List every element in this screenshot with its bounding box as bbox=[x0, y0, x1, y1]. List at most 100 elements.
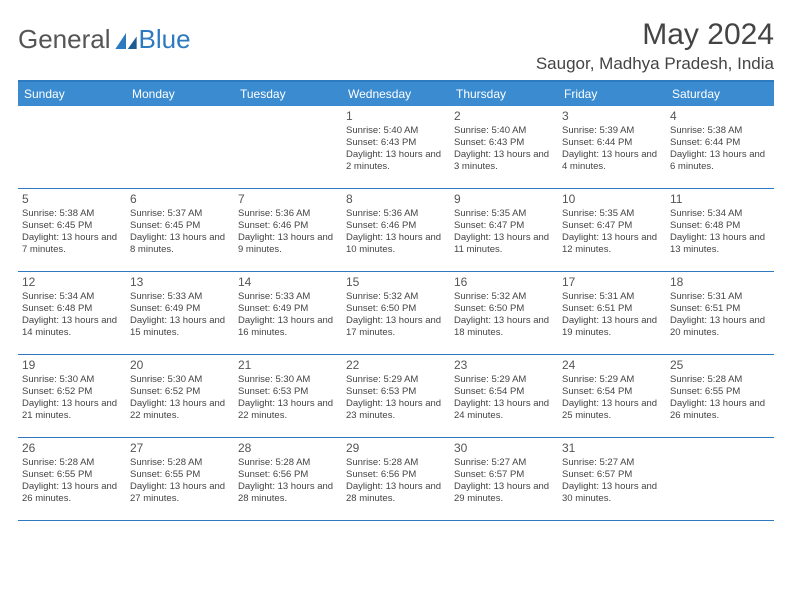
sunrise-line: Sunrise: 5:38 AM bbox=[670, 125, 770, 137]
daylight-line: Daylight: 13 hours and 22 minutes. bbox=[130, 398, 230, 422]
daylight-line: Daylight: 13 hours and 18 minutes. bbox=[454, 315, 554, 339]
daylight-line: Daylight: 13 hours and 12 minutes. bbox=[562, 232, 662, 256]
day-cell: 13Sunrise: 5:33 AMSunset: 6:49 PMDayligh… bbox=[126, 272, 234, 354]
brand-part2: Blue bbox=[139, 24, 191, 55]
day-cell: 8Sunrise: 5:36 AMSunset: 6:46 PMDaylight… bbox=[342, 189, 450, 271]
day-number: 4 bbox=[670, 109, 770, 124]
sunrise-line: Sunrise: 5:28 AM bbox=[130, 457, 230, 469]
daylight-line: Daylight: 13 hours and 24 minutes. bbox=[454, 398, 554, 422]
sunrise-line: Sunrise: 5:33 AM bbox=[130, 291, 230, 303]
day-cell: 21Sunrise: 5:30 AMSunset: 6:53 PMDayligh… bbox=[234, 355, 342, 437]
daylight-line: Daylight: 13 hours and 6 minutes. bbox=[670, 149, 770, 173]
day-cell bbox=[18, 106, 126, 188]
day-cell: 2Sunrise: 5:40 AMSunset: 6:43 PMDaylight… bbox=[450, 106, 558, 188]
daylight-line: Daylight: 13 hours and 20 minutes. bbox=[670, 315, 770, 339]
day-cell: 26Sunrise: 5:28 AMSunset: 6:55 PMDayligh… bbox=[18, 438, 126, 520]
week-row: 19Sunrise: 5:30 AMSunset: 6:52 PMDayligh… bbox=[18, 355, 774, 438]
calendar: SundayMondayTuesdayWednesdayThursdayFrid… bbox=[18, 80, 774, 521]
day-number: 23 bbox=[454, 358, 554, 373]
weekday-label: Saturday bbox=[666, 82, 774, 106]
day-cell: 27Sunrise: 5:28 AMSunset: 6:55 PMDayligh… bbox=[126, 438, 234, 520]
day-number: 28 bbox=[238, 441, 338, 456]
day-number: 12 bbox=[22, 275, 122, 290]
sunrise-line: Sunrise: 5:34 AM bbox=[670, 208, 770, 220]
daylight-line: Daylight: 13 hours and 23 minutes. bbox=[346, 398, 446, 422]
sunset-line: Sunset: 6:52 PM bbox=[22, 386, 122, 398]
day-number: 8 bbox=[346, 192, 446, 207]
day-cell: 1Sunrise: 5:40 AMSunset: 6:43 PMDaylight… bbox=[342, 106, 450, 188]
day-number: 19 bbox=[22, 358, 122, 373]
location-subtitle: Saugor, Madhya Pradesh, India bbox=[536, 54, 774, 74]
day-cell: 14Sunrise: 5:33 AMSunset: 6:49 PMDayligh… bbox=[234, 272, 342, 354]
day-cell: 25Sunrise: 5:28 AMSunset: 6:55 PMDayligh… bbox=[666, 355, 774, 437]
day-number: 14 bbox=[238, 275, 338, 290]
sunset-line: Sunset: 6:54 PM bbox=[562, 386, 662, 398]
sunset-line: Sunset: 6:50 PM bbox=[346, 303, 446, 315]
sunset-line: Sunset: 6:47 PM bbox=[562, 220, 662, 232]
sunrise-line: Sunrise: 5:30 AM bbox=[22, 374, 122, 386]
daylight-line: Daylight: 13 hours and 3 minutes. bbox=[454, 149, 554, 173]
brand-logo: General Blue bbox=[18, 18, 191, 55]
day-cell: 19Sunrise: 5:30 AMSunset: 6:52 PMDayligh… bbox=[18, 355, 126, 437]
day-number: 6 bbox=[130, 192, 230, 207]
day-number: 13 bbox=[130, 275, 230, 290]
sunset-line: Sunset: 6:46 PM bbox=[346, 220, 446, 232]
sunset-line: Sunset: 6:53 PM bbox=[238, 386, 338, 398]
week-row: 26Sunrise: 5:28 AMSunset: 6:55 PMDayligh… bbox=[18, 438, 774, 521]
sunset-line: Sunset: 6:43 PM bbox=[346, 137, 446, 149]
day-number: 31 bbox=[562, 441, 662, 456]
sunset-line: Sunset: 6:55 PM bbox=[130, 469, 230, 481]
week-row: 1Sunrise: 5:40 AMSunset: 6:43 PMDaylight… bbox=[18, 106, 774, 189]
sunrise-line: Sunrise: 5:31 AM bbox=[670, 291, 770, 303]
sunset-line: Sunset: 6:54 PM bbox=[454, 386, 554, 398]
sunset-line: Sunset: 6:46 PM bbox=[238, 220, 338, 232]
day-cell: 5Sunrise: 5:38 AMSunset: 6:45 PMDaylight… bbox=[18, 189, 126, 271]
sunset-line: Sunset: 6:47 PM bbox=[454, 220, 554, 232]
day-number: 27 bbox=[130, 441, 230, 456]
daylight-line: Daylight: 13 hours and 26 minutes. bbox=[670, 398, 770, 422]
day-cell bbox=[666, 438, 774, 520]
daylight-line: Daylight: 13 hours and 27 minutes. bbox=[130, 481, 230, 505]
daylight-line: Daylight: 13 hours and 9 minutes. bbox=[238, 232, 338, 256]
daylight-line: Daylight: 13 hours and 26 minutes. bbox=[22, 481, 122, 505]
day-cell: 10Sunrise: 5:35 AMSunset: 6:47 PMDayligh… bbox=[558, 189, 666, 271]
daylight-line: Daylight: 13 hours and 8 minutes. bbox=[130, 232, 230, 256]
sunrise-line: Sunrise: 5:32 AM bbox=[454, 291, 554, 303]
day-number: 29 bbox=[346, 441, 446, 456]
weekday-label: Monday bbox=[126, 82, 234, 106]
header: General Blue May 2024 Saugor, Madhya Pra… bbox=[18, 18, 774, 74]
daylight-line: Daylight: 13 hours and 28 minutes. bbox=[238, 481, 338, 505]
day-cell: 29Sunrise: 5:28 AMSunset: 6:56 PMDayligh… bbox=[342, 438, 450, 520]
sunset-line: Sunset: 6:55 PM bbox=[670, 386, 770, 398]
weekday-label: Thursday bbox=[450, 82, 558, 106]
day-cell: 23Sunrise: 5:29 AMSunset: 6:54 PMDayligh… bbox=[450, 355, 558, 437]
sunrise-line: Sunrise: 5:30 AM bbox=[238, 374, 338, 386]
daylight-line: Daylight: 13 hours and 30 minutes. bbox=[562, 481, 662, 505]
sunrise-line: Sunrise: 5:29 AM bbox=[562, 374, 662, 386]
sunset-line: Sunset: 6:48 PM bbox=[22, 303, 122, 315]
daylight-line: Daylight: 13 hours and 4 minutes. bbox=[562, 149, 662, 173]
day-number: 3 bbox=[562, 109, 662, 124]
daylight-line: Daylight: 13 hours and 25 minutes. bbox=[562, 398, 662, 422]
weekday-label: Sunday bbox=[18, 82, 126, 106]
day-cell: 15Sunrise: 5:32 AMSunset: 6:50 PMDayligh… bbox=[342, 272, 450, 354]
sunset-line: Sunset: 6:53 PM bbox=[346, 386, 446, 398]
day-cell: 12Sunrise: 5:34 AMSunset: 6:48 PMDayligh… bbox=[18, 272, 126, 354]
sunrise-line: Sunrise: 5:27 AM bbox=[454, 457, 554, 469]
week-row: 5Sunrise: 5:38 AMSunset: 6:45 PMDaylight… bbox=[18, 189, 774, 272]
day-cell: 3Sunrise: 5:39 AMSunset: 6:44 PMDaylight… bbox=[558, 106, 666, 188]
day-number: 5 bbox=[22, 192, 122, 207]
sunrise-line: Sunrise: 5:40 AM bbox=[346, 125, 446, 137]
day-number: 26 bbox=[22, 441, 122, 456]
sunrise-line: Sunrise: 5:27 AM bbox=[562, 457, 662, 469]
day-number: 30 bbox=[454, 441, 554, 456]
day-cell: 31Sunrise: 5:27 AMSunset: 6:57 PMDayligh… bbox=[558, 438, 666, 520]
sunrise-line: Sunrise: 5:28 AM bbox=[346, 457, 446, 469]
daylight-line: Daylight: 13 hours and 14 minutes. bbox=[22, 315, 122, 339]
day-number: 9 bbox=[454, 192, 554, 207]
day-cell: 20Sunrise: 5:30 AMSunset: 6:52 PMDayligh… bbox=[126, 355, 234, 437]
sunrise-line: Sunrise: 5:33 AM bbox=[238, 291, 338, 303]
sunset-line: Sunset: 6:52 PM bbox=[130, 386, 230, 398]
day-cell: 17Sunrise: 5:31 AMSunset: 6:51 PMDayligh… bbox=[558, 272, 666, 354]
sunset-line: Sunset: 6:44 PM bbox=[670, 137, 770, 149]
